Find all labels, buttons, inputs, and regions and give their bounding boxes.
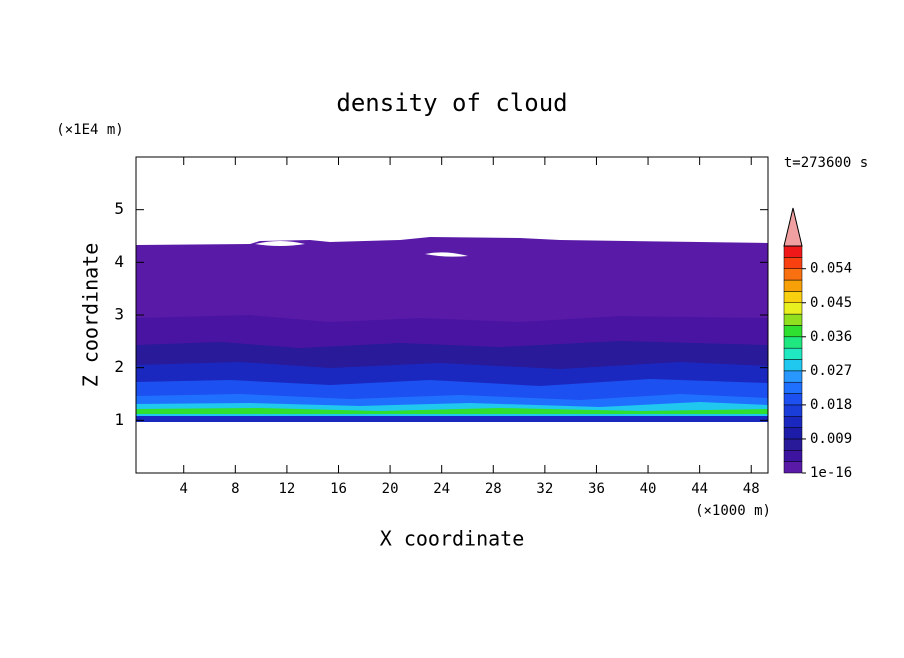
colorbar-tick-label: 0.054 bbox=[810, 261, 852, 277]
colorbar-band bbox=[783, 245, 803, 258]
x-tick-label: 44 bbox=[691, 481, 708, 497]
colorbar-extend bbox=[783, 207, 803, 247]
x-tick-label: 4 bbox=[180, 481, 188, 497]
x-tick-label: 32 bbox=[536, 481, 553, 497]
colorbar-band bbox=[783, 268, 803, 281]
y-tick-label: 2 bbox=[114, 357, 124, 376]
x-tick-label: 8 bbox=[231, 481, 239, 497]
colorbar-band bbox=[783, 359, 803, 372]
colorbar-tick-label: 0.009 bbox=[810, 431, 852, 447]
colorbar-band bbox=[783, 370, 803, 383]
colorbar-band bbox=[783, 427, 803, 440]
contour-field bbox=[136, 236, 768, 422]
colorbar-band bbox=[783, 336, 803, 349]
y-unit: (×1E4 m) bbox=[56, 122, 123, 138]
colorbar-tick-label: 0.027 bbox=[810, 363, 852, 379]
colorbar-band bbox=[783, 325, 803, 338]
colorbar-band bbox=[783, 279, 803, 292]
y-tick-label: 1 bbox=[114, 410, 124, 429]
colorbar-band bbox=[783, 347, 803, 360]
colorbar-band bbox=[783, 257, 803, 269]
x-tick-label: 12 bbox=[278, 481, 295, 497]
colorbar-band bbox=[783, 313, 803, 326]
colorbar-band bbox=[783, 302, 803, 315]
colorbar-band bbox=[783, 450, 803, 462]
x-tick-label: 16 bbox=[330, 481, 347, 497]
colorbar-band bbox=[783, 416, 803, 428]
x-tick-label: 48 bbox=[743, 481, 760, 497]
colorbar-band bbox=[783, 404, 803, 417]
colorbar-band bbox=[783, 381, 803, 394]
chart-title: density of cloud bbox=[336, 89, 567, 117]
colorbar-band bbox=[783, 291, 803, 303]
x-tick-label: 28 bbox=[485, 481, 502, 497]
y-tick-label: 3 bbox=[114, 305, 124, 324]
colorbar-tick-label: 1e-16 bbox=[810, 465, 852, 481]
x-tick-label: 40 bbox=[640, 481, 657, 497]
time-annotation: t=273600 s bbox=[784, 155, 868, 171]
y-tick-label: 4 bbox=[114, 252, 124, 271]
y-tick-label: 5 bbox=[114, 199, 124, 218]
x-tick-label: 24 bbox=[433, 481, 450, 497]
colorbar-band bbox=[783, 461, 803, 474]
colorbar-tick-label: 0.018 bbox=[810, 397, 852, 413]
x-axis-label: X coordinate bbox=[380, 527, 525, 551]
colorbar-band bbox=[783, 438, 803, 451]
colorbar-tick-label: 0.045 bbox=[810, 295, 852, 311]
x-tick-label: 20 bbox=[382, 481, 399, 497]
x-unit: (×1000 m) bbox=[695, 503, 771, 519]
y-axis-label: Z coordinate bbox=[79, 243, 103, 388]
colorbar-band bbox=[783, 393, 803, 406]
colorbar-tick-label: 0.036 bbox=[810, 329, 852, 345]
x-tick-label: 36 bbox=[588, 481, 605, 497]
